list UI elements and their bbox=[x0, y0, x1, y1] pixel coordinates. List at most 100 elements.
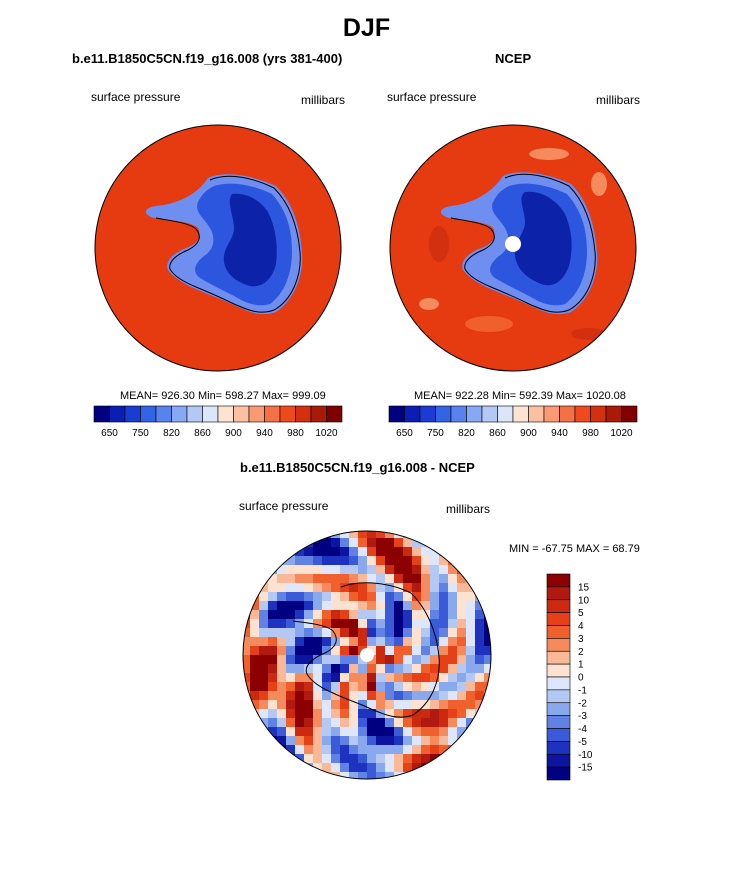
panel-1-colorbar-box bbox=[124, 405, 141, 423]
panel-2-colorbar-box bbox=[481, 405, 498, 423]
panel-3-colorbar-box bbox=[546, 638, 571, 652]
panel-2-colorbar-box bbox=[435, 405, 452, 423]
panel-3-units-label: millibars bbox=[446, 502, 491, 516]
panel-1-colorbar: 650 750 820 860 900 940 980 1020 bbox=[93, 405, 343, 439]
panel-2-colorbar-tick-label: 940 bbox=[551, 428, 568, 439]
panel-1-colorbar-box bbox=[326, 405, 343, 423]
panel-1-colorbar-box bbox=[264, 405, 281, 423]
panel-2-colorbar-box bbox=[621, 405, 638, 423]
panel-2-colorbar-box bbox=[497, 405, 514, 423]
panel-1-colorbar-box bbox=[310, 405, 327, 423]
panel-2-colorbar-tick-label: 750 bbox=[427, 428, 444, 439]
panel-2-colorbar-box bbox=[543, 405, 560, 423]
panel-2-colorbar-box bbox=[512, 405, 529, 423]
panel-2-colorbar-box bbox=[450, 405, 467, 423]
panel-2-colorbar-tick-label: 980 bbox=[582, 428, 599, 439]
panel-2-stats: MEAN= 922.28 Min= 592.39 Max= 1020.08 bbox=[414, 390, 626, 402]
panel-3-colorbar-box bbox=[546, 728, 571, 742]
panel-3-colorbar-box bbox=[546, 689, 571, 704]
panel-2-colorbar-box bbox=[404, 405, 421, 423]
panel-3-colorbar-tick-label: 10 bbox=[578, 595, 590, 606]
panel-3-colorbar-box bbox=[546, 663, 571, 678]
panel-3-colorbar-tick-label: 1 bbox=[578, 660, 584, 671]
panel-1-colorbar-box bbox=[279, 405, 296, 423]
panel-3-colorbar-box bbox=[546, 741, 571, 755]
panel-1-antarctica-inner bbox=[223, 193, 277, 287]
panel-1-colorbar-box bbox=[155, 405, 172, 423]
panel-3-colorbar-tick-label: 2 bbox=[578, 647, 584, 658]
panel-2-colorbar-tick-label: 900 bbox=[520, 428, 537, 439]
panel-1-colorbar-tick-label: 860 bbox=[194, 428, 211, 439]
panel-3-colorbar-tick-label: 4 bbox=[578, 621, 584, 632]
panel-2-units-label: millibars bbox=[596, 93, 641, 107]
panel-3-colorbar-box bbox=[546, 573, 571, 588]
panel-3-colorbar-tick-label: 5 bbox=[578, 608, 584, 619]
panel-3-colorbar-tick-label: -2 bbox=[578, 698, 587, 709]
panel-3-stats: MIN = -67.75 MAX = 68.79 bbox=[509, 543, 640, 555]
panel-2-colorbar-tick-label: 1020 bbox=[610, 428, 633, 439]
figure-title: DJF bbox=[342, 14, 391, 42]
panel-2-colorbar-box bbox=[605, 405, 622, 423]
panel-1-colorbar-box bbox=[140, 405, 157, 423]
panel-3-colorbar-box bbox=[546, 612, 571, 626]
panel-3-colorbar-box bbox=[546, 625, 571, 639]
panel-3-colorbar-tick-label: -4 bbox=[578, 724, 587, 735]
panel-3-colorbar-box bbox=[546, 753, 571, 768]
panel-1-colorbar-tick-label: 1020 bbox=[315, 428, 338, 439]
panel-3-colorbar-tick-label: 0 bbox=[578, 673, 584, 684]
panel-3-polar-map bbox=[242, 530, 492, 780]
panel-3-colorbar-box bbox=[546, 715, 571, 729]
panel-2-title: NCEP bbox=[495, 51, 532, 66]
panel-2-colorbar-tick-label: 860 bbox=[489, 428, 506, 439]
panel-3-colorbar-tick-label: -15 bbox=[578, 763, 593, 774]
panel-3-colorbar-box bbox=[546, 599, 571, 613]
panel-3-colorbar-box bbox=[546, 702, 571, 716]
panel-1-title: b.e11.B1850C5CN.f19_g16.008 (yrs 381-400… bbox=[72, 51, 343, 66]
panel-3-colorbar-box bbox=[546, 586, 571, 601]
panel-1-colorbar-tick-label: 940 bbox=[256, 428, 273, 439]
panel-1-units-label: millibars bbox=[301, 93, 346, 107]
panel-3-colorbar-box bbox=[546, 766, 571, 781]
panel-1-colorbar-box bbox=[109, 405, 126, 423]
panel-1-colorbar-box bbox=[295, 405, 312, 423]
panel-1-polar-map bbox=[94, 124, 342, 372]
panel-3-variable-label: surface pressure bbox=[239, 499, 329, 513]
panel-1-colorbar-box bbox=[171, 405, 188, 423]
panel-2-colorbar-box bbox=[559, 405, 576, 423]
panel-1-colorbar-box bbox=[93, 405, 110, 423]
panel-1-colorbar-tick-label: 820 bbox=[163, 428, 180, 439]
panel-1-colorbar-box bbox=[186, 405, 203, 423]
panel-2-pole-hole bbox=[505, 236, 521, 252]
panel-1-colorbar-tick-label: 900 bbox=[225, 428, 242, 439]
panel-1-stats: MEAN= 926.30 Min= 598.27 Max= 999.09 bbox=[120, 390, 326, 402]
panel-1-colorbar-tick-label: 650 bbox=[101, 428, 118, 439]
panel-1-colorbar-box bbox=[202, 405, 219, 423]
panel-2-variable-label: surface pressure bbox=[387, 90, 477, 104]
panel-2-colorbar: 650 750 820 860 900 940 980 1020 bbox=[388, 405, 638, 439]
panel-2-colorbar-tick-label: 820 bbox=[458, 428, 475, 439]
panel-3-colorbar-tick-label: 15 bbox=[578, 582, 590, 593]
panel-1-variable-label: surface pressure bbox=[91, 90, 181, 104]
panel-1-colorbar-box bbox=[217, 405, 234, 423]
panel-3-colorbar-tick-label: 3 bbox=[578, 634, 584, 645]
panel-2-colorbar-tick-label: 650 bbox=[396, 428, 413, 439]
panel-2-colorbar-box bbox=[388, 405, 405, 423]
panel-2-colorbar-box bbox=[419, 405, 436, 423]
panel-3-colorbar-tick-label: -1 bbox=[578, 685, 587, 696]
panel-1-colorbar-box bbox=[233, 405, 250, 423]
panel-3-colorbar-box bbox=[546, 676, 571, 691]
panel-3-pole-hole bbox=[360, 648, 374, 662]
panel-1-colorbar-tick-label: 980 bbox=[287, 428, 304, 439]
panel-1-colorbar-tick-label: 750 bbox=[132, 428, 149, 439]
panel-3-colorbar-tick-label: -5 bbox=[578, 737, 587, 748]
panel-3-colorbar-box bbox=[546, 650, 571, 665]
panel-2-colorbar-box bbox=[466, 405, 483, 423]
panel-2-colorbar-box bbox=[528, 405, 545, 423]
panel-1-colorbar-box bbox=[248, 405, 265, 423]
panel-3-title: b.e11.B1850C5CN.f19_g16.008 - NCEP bbox=[240, 460, 475, 475]
panel-2-colorbar-box bbox=[574, 405, 591, 423]
panel-3-colorbar-tick-label: -10 bbox=[578, 750, 593, 761]
panel-2-polar-map bbox=[389, 124, 637, 372]
panel-2-colorbar-box bbox=[590, 405, 607, 423]
